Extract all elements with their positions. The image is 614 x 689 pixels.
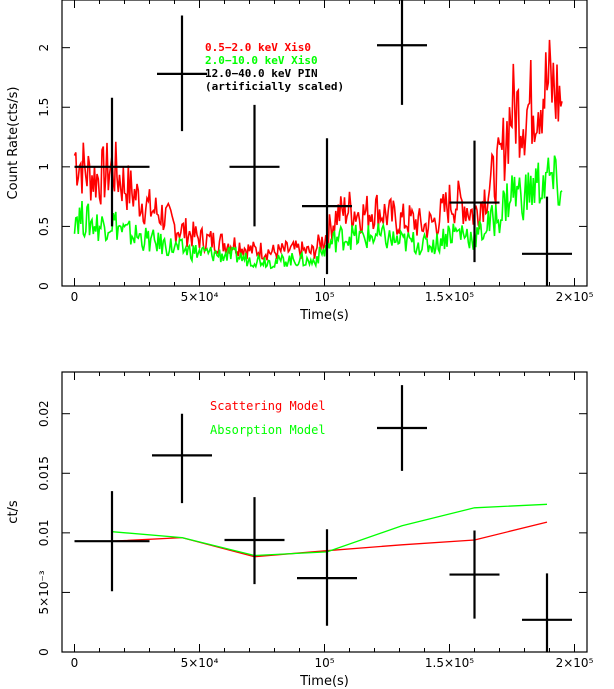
y-tick-label-4: 2 xyxy=(37,44,51,52)
y-tick-label-1: 5×10⁻³ xyxy=(37,570,51,614)
legend-entry-0: Scattering Model xyxy=(210,399,326,413)
y-tick-label-0: 0 xyxy=(37,648,51,656)
x-tick-label-2: 10⁵ xyxy=(314,290,334,304)
y-tick-label-3: 1.5 xyxy=(37,98,51,117)
bottom-panel: 0 5×10⁴ 10⁵ 1.5×10⁵ 2×10⁵ 0 5×10⁻³ 0.01 0.015 0.0… xyxy=(6,371,594,689)
x-axis-label: Time(s) xyxy=(299,308,349,323)
x-tick-label-2: 10⁵ xyxy=(314,656,334,670)
legend-entry-2: 12.0−40.0 keV PIN xyxy=(205,67,318,80)
x-axis-label: Time(s) xyxy=(299,674,349,689)
x-tick-label-0: 0 xyxy=(71,290,79,304)
top-panel: 0 5×10⁴ 10⁵ 1.5×10⁵ 2×10⁵ 0 0.5 1 1.5 2 Time(s) Cou… xyxy=(6,0,594,323)
x-tick-label-1: 5×10⁴ xyxy=(181,290,219,304)
legend-entry-3: (artificially scaled) xyxy=(205,80,344,93)
y-tick-label-1: 0.5 xyxy=(37,217,51,236)
y-tick-label-2: 1 xyxy=(37,163,51,171)
series-line-1 xyxy=(111,503,548,557)
x-tick-label-0: 0 xyxy=(71,656,79,670)
y-tick-label-4: 0.02 xyxy=(37,400,51,427)
x-tick-label-4: 2×10⁵ xyxy=(556,290,594,304)
x-tick-label-4: 2×10⁵ xyxy=(556,656,594,670)
x-tick-label-3: 1.5×10⁵ xyxy=(425,290,474,304)
x-tick-label-3: 1.5×10⁵ xyxy=(425,656,474,670)
series-line-1 xyxy=(73,155,563,270)
y-tick-label-3: 0.015 xyxy=(37,456,51,490)
y-axis-label: Count Rate(cts/s) xyxy=(6,87,21,200)
x-tick-label-1: 5×10⁴ xyxy=(181,656,219,670)
plot-frame xyxy=(61,371,588,653)
y-axis-label: ct/s xyxy=(6,500,21,524)
y-tick-label-2: 0.01 xyxy=(37,519,51,546)
legend-entry-1: 2.0−10.0 keV Xis0 xyxy=(205,54,318,67)
legend-entry-1: Absorption Model xyxy=(210,423,326,437)
y-tick-label-0: 0 xyxy=(37,282,51,290)
legend-entry-0: 0.5−2.0 keV Xis0 xyxy=(205,41,311,54)
